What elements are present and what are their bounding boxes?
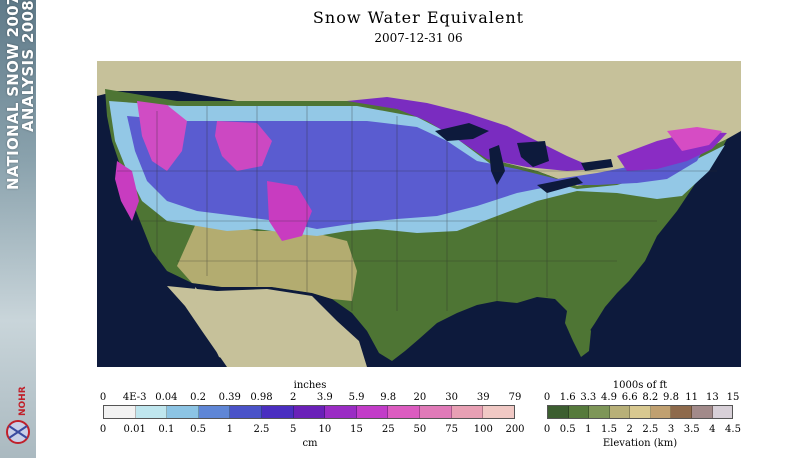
lake-michigan bbox=[489, 145, 505, 185]
elevation-swatch bbox=[691, 406, 713, 418]
swe-swatch bbox=[325, 406, 357, 418]
swe-inch-tick: 4E-3 bbox=[122, 392, 147, 403]
elev-ft-tick: 6.6 bbox=[621, 392, 638, 403]
elev-ft-tick: 15 bbox=[726, 392, 740, 403]
swe-swatch bbox=[135, 406, 168, 418]
swe-swatch bbox=[167, 406, 199, 418]
elev-legend-km-label: Elevation (km) bbox=[602, 438, 678, 449]
swe-cm-tick: 25 bbox=[381, 424, 395, 435]
swe-swatch bbox=[104, 406, 136, 418]
swe-cm-tick: 5 bbox=[289, 424, 297, 435]
elev-ft-tick: 11 bbox=[685, 392, 699, 403]
snow-water-equivalent-map bbox=[97, 61, 741, 367]
lake-superior bbox=[435, 123, 489, 141]
elevation-swatch bbox=[630, 406, 651, 418]
elev-ft-tick: 13 bbox=[705, 392, 719, 403]
elevation-swatch bbox=[671, 406, 692, 418]
elev-km-tick: 1.5 bbox=[601, 424, 617, 435]
snow-cascades bbox=[137, 101, 187, 171]
map-title: Snow Water Equivalent bbox=[312, 8, 525, 27]
swe-inch-tick: 0.04 bbox=[155, 392, 178, 403]
elev-km-tick: 0.5 bbox=[559, 424, 576, 435]
swe-swatch bbox=[293, 406, 326, 418]
elev-km-tick: 2.5 bbox=[642, 424, 659, 435]
swe-cm-tick: 10 bbox=[318, 424, 332, 435]
swe-inch-tick: 39 bbox=[476, 392, 490, 403]
elevation-swatch bbox=[712, 406, 733, 418]
swe-cm-tick: 50 bbox=[413, 424, 427, 435]
swe-cm-tick: 0.5 bbox=[190, 424, 207, 435]
swe-swatch bbox=[483, 406, 514, 418]
swe-inch-tick: 3.9 bbox=[316, 392, 333, 403]
elevation-swatch bbox=[609, 406, 631, 418]
elevation-swatch bbox=[548, 406, 569, 418]
swe-cm-tick: 2.5 bbox=[253, 424, 270, 435]
swe-swatch bbox=[356, 406, 389, 418]
swe-cm-tick: 0.1 bbox=[158, 424, 175, 435]
swe-cm-tick: 15 bbox=[350, 424, 363, 435]
snow-colorado-rockies bbox=[267, 181, 312, 241]
elev-km-tick: 3 bbox=[667, 424, 675, 435]
swe-cm-tick: 1 bbox=[226, 424, 233, 435]
swe-swatch bbox=[420, 406, 452, 418]
elev-km-tick: 0 bbox=[543, 424, 551, 435]
elev-ft-tick: 1.6 bbox=[559, 392, 576, 403]
snow-new-england bbox=[667, 127, 722, 151]
elev-km-tick: 2 bbox=[626, 424, 633, 435]
baja-land bbox=[195, 287, 229, 361]
elev-ft-tick: 4.9 bbox=[601, 392, 617, 403]
swe-color-bar bbox=[103, 405, 515, 419]
swe-swatch bbox=[198, 406, 231, 418]
lake-huron bbox=[517, 141, 549, 167]
elev-km-tick: 4.5 bbox=[725, 424, 741, 435]
elev-km-tick: 3.5 bbox=[683, 424, 700, 435]
swe-cm-tick: 0 bbox=[99, 424, 107, 435]
map-datetime: 2007-12-31 06 bbox=[374, 31, 463, 45]
state-borders bbox=[117, 106, 717, 311]
swe-legend-cm-label: cm bbox=[302, 438, 318, 449]
canada-land bbox=[97, 61, 741, 186]
elev-ft-tick: 0 bbox=[543, 392, 551, 403]
elev-ft-tick: 8.2 bbox=[642, 392, 659, 403]
swe-cm-tick: 200 bbox=[505, 424, 525, 435]
elev-ft-tick: 9.8 bbox=[663, 392, 679, 403]
logo-text: NOHRSC bbox=[18, 386, 28, 416]
swe-inch-tick: 79 bbox=[508, 392, 522, 403]
elev-legend-ft-label: 1000s of ft bbox=[612, 380, 668, 391]
florida-land bbox=[565, 311, 591, 357]
national-snow-analysis-banner: NATIONAL SNOW 2007- ANALYSIS 2008 NOHRSC bbox=[0, 0, 36, 458]
swe-inch-tick: 0 bbox=[99, 392, 107, 403]
swe-cm-tick: 100 bbox=[473, 424, 493, 435]
nohrsc-logo: NOHRSC bbox=[6, 386, 30, 444]
swe-inch-tick: 2 bbox=[289, 392, 297, 403]
lake-ontario bbox=[581, 159, 613, 171]
elevation-swatch bbox=[650, 406, 672, 418]
elevation-swatch bbox=[568, 406, 590, 418]
swe-swatch bbox=[451, 406, 484, 418]
swe-cm-tick: 75 bbox=[445, 424, 458, 435]
snow-sierra-nevada bbox=[115, 161, 139, 221]
swe-swatch bbox=[388, 406, 421, 418]
swe-cm-tick: 0.01 bbox=[123, 424, 146, 435]
lake-erie bbox=[537, 177, 583, 193]
swe-legend-inches-label: inches bbox=[293, 380, 327, 391]
swe-inch-tick: 30 bbox=[445, 392, 458, 403]
swe-swatch bbox=[262, 406, 294, 418]
elev-km-tick: 4 bbox=[709, 424, 716, 435]
swe-inch-tick: 0.2 bbox=[190, 392, 207, 403]
snow-northern-rockies bbox=[215, 121, 272, 171]
swe-inch-tick: 9.8 bbox=[380, 392, 397, 403]
elev-ft-tick: 3.3 bbox=[580, 392, 597, 403]
elevation-color-bar bbox=[547, 405, 733, 419]
swe-inch-tick: 20 bbox=[413, 392, 427, 403]
swe-swatch bbox=[230, 406, 263, 418]
swe-inch-tick: 0.39 bbox=[218, 392, 241, 403]
elevation-swatch bbox=[589, 406, 610, 418]
elev-km-tick: 1 bbox=[585, 424, 592, 435]
swe-inch-tick: 5.9 bbox=[348, 392, 365, 403]
swe-inch-tick: 0.98 bbox=[250, 392, 273, 403]
